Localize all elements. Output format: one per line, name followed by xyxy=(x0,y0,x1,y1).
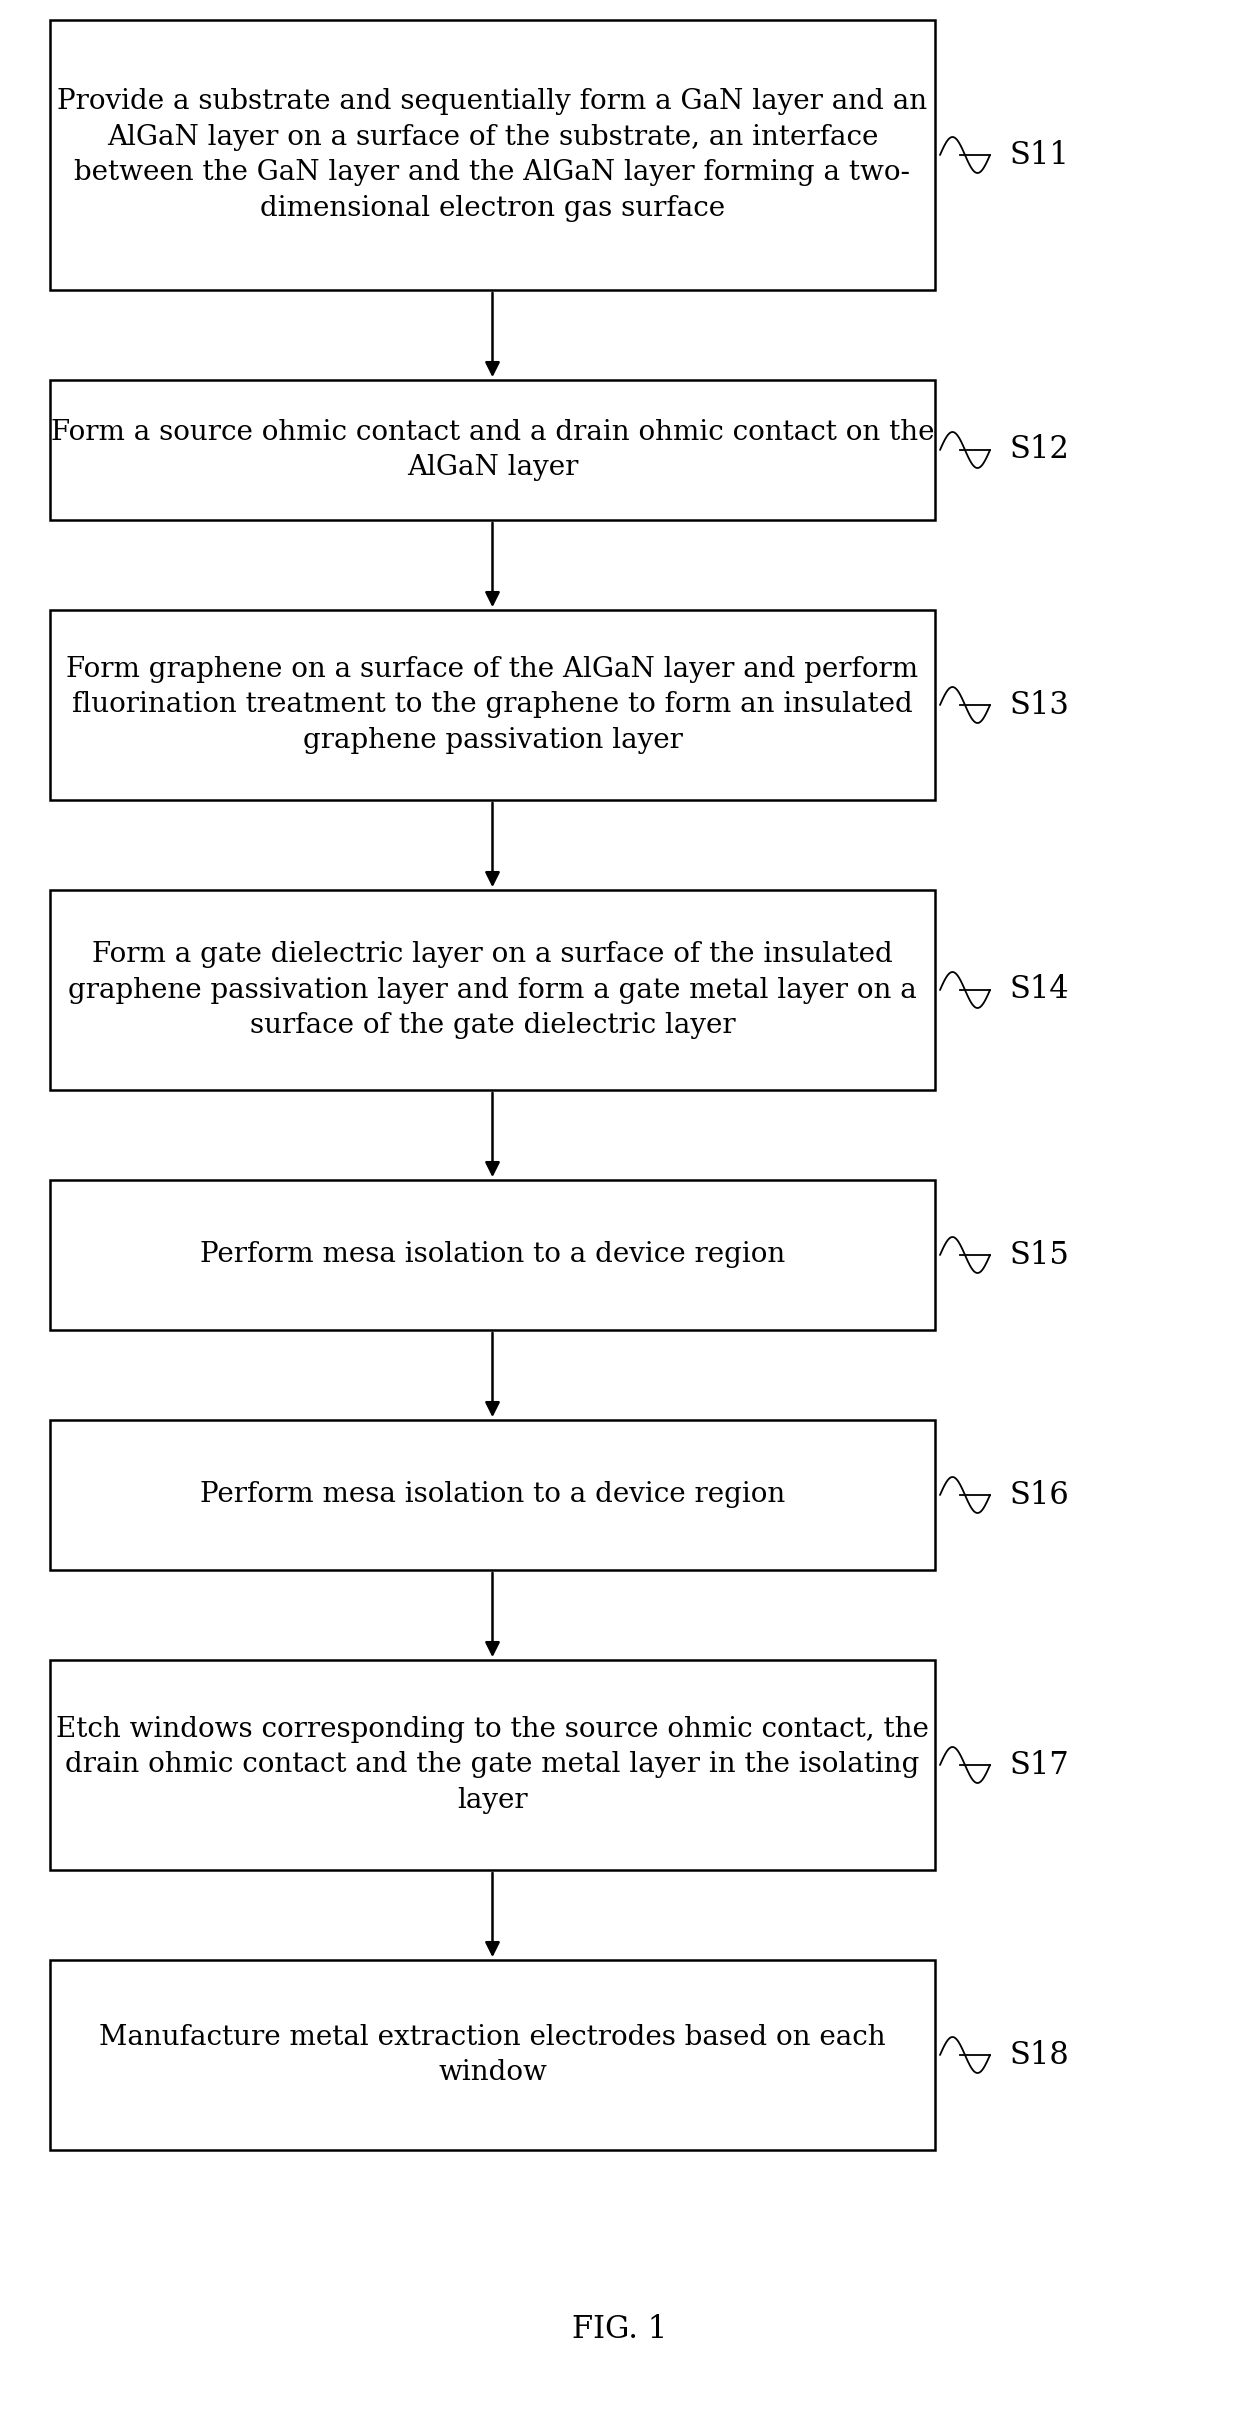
Bar xyxy=(50,19,935,290)
Text: S12: S12 xyxy=(1011,434,1070,466)
Text: Manufacture metal extraction electrodes based on each
window: Manufacture metal extraction electrodes … xyxy=(99,2025,885,2087)
Text: Form graphene on a surface of the AlGaN layer and perform
fluorination treatment: Form graphene on a surface of the AlGaN … xyxy=(67,656,919,753)
Bar xyxy=(50,379,935,519)
Text: Provide a substrate and sequentially form a GaN layer and an
AlGaN layer on a su: Provide a substrate and sequentially for… xyxy=(57,89,928,222)
Text: S18: S18 xyxy=(1011,2039,1070,2070)
Text: Perform mesa isolation to a device region: Perform mesa isolation to a device regio… xyxy=(200,1482,785,1508)
Text: S11: S11 xyxy=(1011,140,1070,171)
Bar xyxy=(50,1419,935,1571)
Text: S15: S15 xyxy=(1011,1240,1070,1272)
Bar xyxy=(50,610,935,801)
Bar xyxy=(50,1660,935,1870)
Text: S17: S17 xyxy=(1011,1749,1070,1781)
Bar xyxy=(50,890,935,1091)
Bar xyxy=(50,1180,935,1330)
Text: Form a gate dielectric layer on a surface of the insulated
graphene passivation : Form a gate dielectric layer on a surfac… xyxy=(68,941,916,1040)
Text: S16: S16 xyxy=(1011,1479,1070,1511)
Text: S14: S14 xyxy=(1011,975,1070,1006)
Text: S13: S13 xyxy=(1011,690,1070,721)
Text: Etch windows corresponding to the source ohmic contact, the
drain ohmic contact : Etch windows corresponding to the source… xyxy=(56,1716,929,1815)
Bar xyxy=(50,1959,935,2150)
Text: FIG. 1: FIG. 1 xyxy=(573,2314,667,2345)
Text: Form a source ohmic contact and a drain ohmic contact on the
AlGaN layer: Form a source ohmic contact and a drain … xyxy=(51,420,934,480)
Text: Perform mesa isolation to a device region: Perform mesa isolation to a device regio… xyxy=(200,1243,785,1269)
